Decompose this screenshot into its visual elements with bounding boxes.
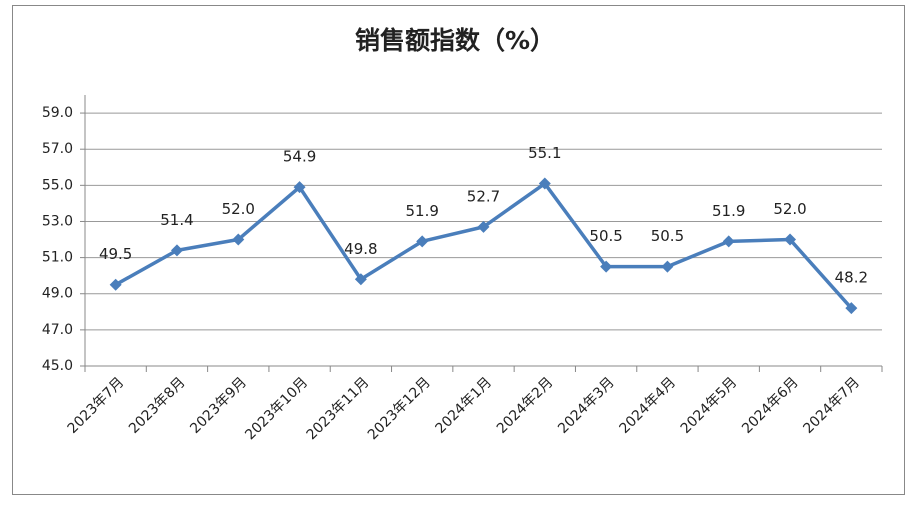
data-point [293,181,306,194]
data-label: 51.4 [160,211,193,229]
y-tick-label: 51.0 [42,250,73,266]
y-tick-label: 53.0 [42,213,73,229]
data-point [845,302,858,315]
data-point [477,220,490,233]
data-label: 52.7 [467,187,500,205]
data-label: 54.9 [283,148,316,166]
data-label: 50.5 [589,227,622,245]
data-point [661,260,674,273]
data-label: 51.9 [712,202,745,220]
data-point [232,233,245,246]
data-point [354,273,367,286]
y-tick-label: 47.0 [42,322,73,338]
data-point [600,260,613,273]
data-label: 52.0 [222,200,255,218]
chart-frame [12,5,905,495]
data-label: 55.1 [528,144,561,162]
y-tick-label: 57.0 [42,141,73,157]
data-label: 51.9 [405,202,438,220]
chart-title: 销售额指数（%） [355,26,555,55]
y-tick-label: 59.0 [42,105,73,121]
data-point [722,235,735,248]
data-point [170,244,183,257]
y-tick-label: 49.0 [42,286,73,302]
data-label: 52.0 [773,200,806,218]
data-point [416,235,429,248]
data-point [109,278,122,291]
data-label: 50.5 [651,227,684,245]
data-label: 49.5 [99,245,132,263]
y-tick-label: 45.0 [42,358,73,374]
y-tick-label: 55.0 [42,177,73,193]
data-label: 48.2 [835,269,868,287]
data-point [784,233,797,246]
data-point [538,177,551,190]
data-label: 49.8 [344,240,377,258]
